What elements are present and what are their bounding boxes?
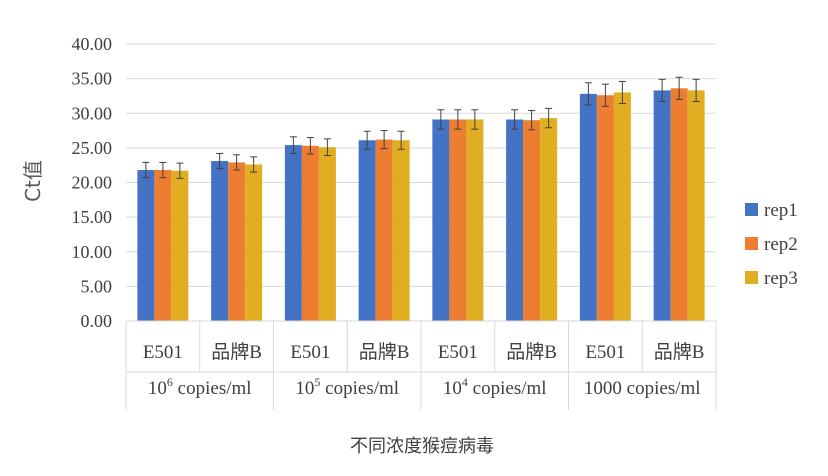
y-tick-label: 10.00 xyxy=(72,242,113,262)
y-tick-label: 15.00 xyxy=(72,207,113,227)
legend-swatch xyxy=(745,203,758,216)
x-axis: E501 品牌B E501 品牌B E501 品牌B E501 品牌B 106 copies/m… xyxy=(125,320,717,410)
y-tick-label: 25.00 xyxy=(72,138,113,158)
legend-swatch xyxy=(745,271,758,284)
x-category-label: 品牌B xyxy=(654,341,705,363)
bar-rep1 xyxy=(211,161,229,321)
bar-rep2 xyxy=(449,119,467,321)
x-axis-label: 不同浓度猴痘病毒 xyxy=(350,436,494,457)
x-category-label: 品牌B xyxy=(506,341,557,363)
x-group-label: 1000 copies/ml xyxy=(584,378,701,399)
x-category-label: E501 xyxy=(143,342,183,363)
bar-rep1 xyxy=(506,119,524,321)
x-group-label: 105 copies/ml xyxy=(295,375,399,399)
bar-rep2 xyxy=(228,162,246,321)
bar-rep3 xyxy=(171,170,189,321)
legend-label: rep1 xyxy=(764,200,798,221)
legend-swatch xyxy=(745,237,758,250)
y-axis-tick-labels: 0.00 5.00 10.00 15.00 20.00 25.00 30.00 35.00 40… xyxy=(72,34,113,331)
bar-rep2 xyxy=(301,145,319,321)
x-group-label: 106 copies/ml xyxy=(148,375,252,399)
y-tick-label: 40.00 xyxy=(72,34,113,54)
bar-rep1 xyxy=(358,140,376,321)
bar-rep1 xyxy=(432,119,450,321)
y-tick-label: 5.00 xyxy=(81,276,113,296)
error-bars xyxy=(142,76,700,179)
bar-rep2 xyxy=(523,120,541,321)
legend-label: rep2 xyxy=(764,234,798,255)
bar-rep3 xyxy=(540,118,558,321)
y-tick-label: 0.00 xyxy=(81,311,113,331)
bar-rep3 xyxy=(392,140,410,321)
bar-rep3 xyxy=(613,92,631,321)
bar-rep3 xyxy=(687,90,705,322)
x-category-label: E501 xyxy=(438,342,478,363)
bar-rep1 xyxy=(284,145,302,321)
bars xyxy=(137,88,705,322)
bar-rep2 xyxy=(670,88,688,321)
bar-rep2 xyxy=(375,139,393,321)
y-tick-label: 30.00 xyxy=(72,103,113,123)
x-category-label: 品牌B xyxy=(359,341,410,363)
legend-label: rep3 xyxy=(764,268,798,289)
bar-rep1 xyxy=(653,90,671,322)
bar-rep2 xyxy=(154,170,172,321)
x-category-label: 品牌B xyxy=(211,341,262,363)
bar-rep1 xyxy=(137,170,155,321)
bar-rep3 xyxy=(318,147,336,321)
bar-rep3 xyxy=(245,164,263,321)
bar-rep3 xyxy=(466,119,484,321)
x-category-label: E501 xyxy=(585,342,625,363)
y-axis-label: Ct值 xyxy=(21,160,45,202)
bar-rep2 xyxy=(596,95,614,322)
x-category-label: E501 xyxy=(290,342,330,363)
y-tick-label: 35.00 xyxy=(72,69,113,89)
y-tick-label: 20.00 xyxy=(72,173,113,193)
legend: rep1 rep2 rep3 xyxy=(745,200,798,289)
x-group-label: 104 copies/ml xyxy=(443,375,547,399)
bar-rep1 xyxy=(579,93,597,321)
